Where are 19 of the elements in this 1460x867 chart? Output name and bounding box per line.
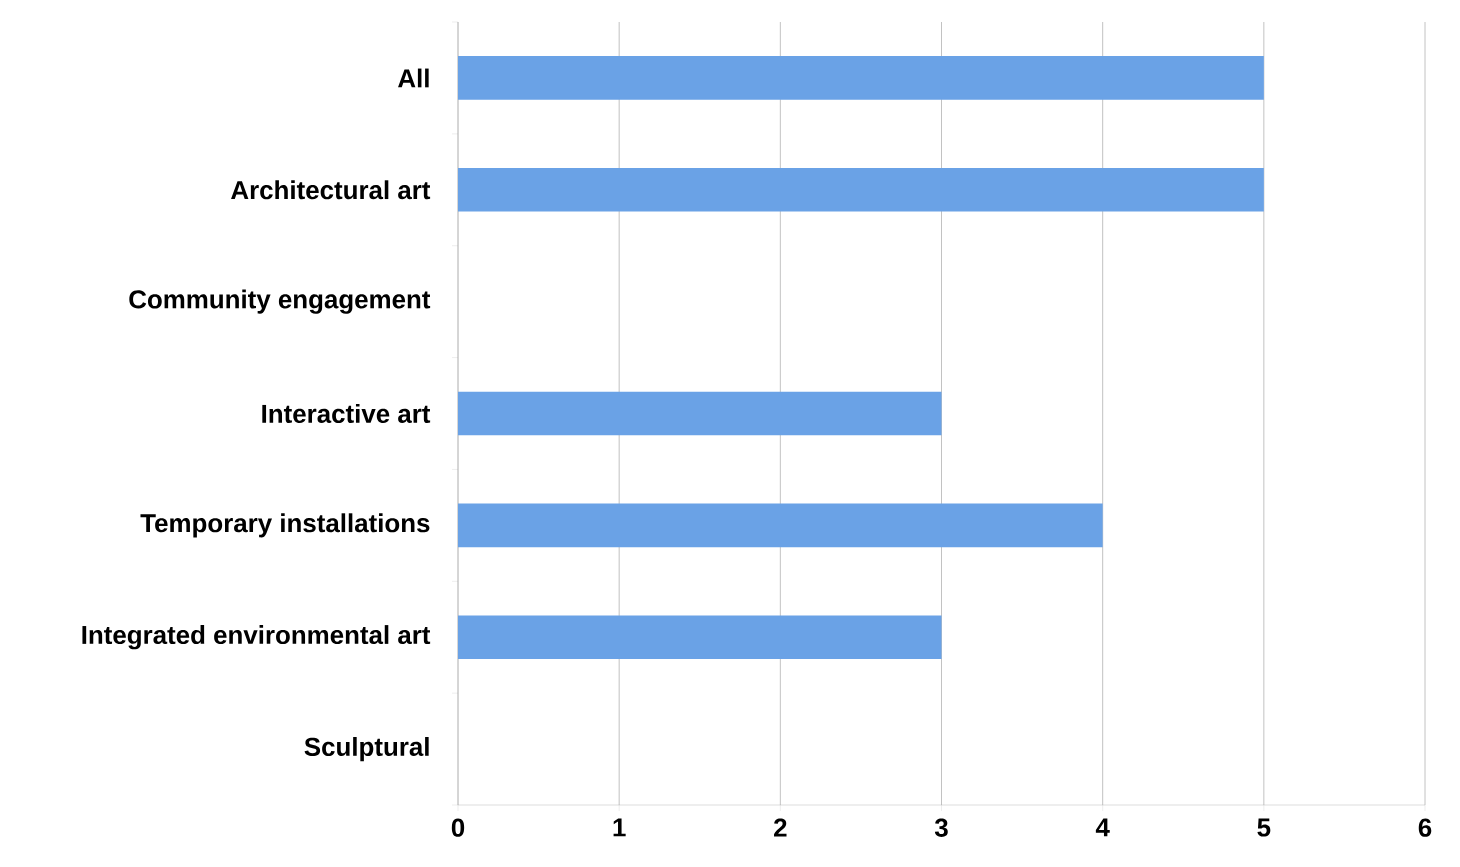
y-tick-label: Temporary installations bbox=[140, 513, 430, 538]
y-tick-label: Architectural art bbox=[231, 180, 431, 200]
x-tick-label: 1 bbox=[613, 818, 626, 837]
bar bbox=[458, 167, 1264, 212]
x-tick-label: 2 bbox=[774, 818, 787, 837]
bar bbox=[458, 503, 1103, 548]
x-tick-label: 0 bbox=[451, 818, 465, 837]
bar bbox=[458, 615, 942, 660]
x-tick-label: 6 bbox=[1418, 818, 1432, 837]
y-tick-label: Interactive art bbox=[262, 404, 431, 424]
y-tick-label: Community engagement bbox=[129, 289, 431, 314]
bar bbox=[458, 56, 1264, 100]
x-tick-label: 4 bbox=[1095, 818, 1110, 837]
y-tick-label: Integrated environmental art bbox=[82, 625, 431, 650]
y-tick-label: Sculptural bbox=[304, 737, 429, 762]
x-tick-label: 3 bbox=[934, 818, 948, 837]
bar bbox=[458, 391, 942, 436]
y-tick-label: All bbox=[398, 68, 429, 88]
x-tick-label: 5 bbox=[1257, 818, 1271, 837]
